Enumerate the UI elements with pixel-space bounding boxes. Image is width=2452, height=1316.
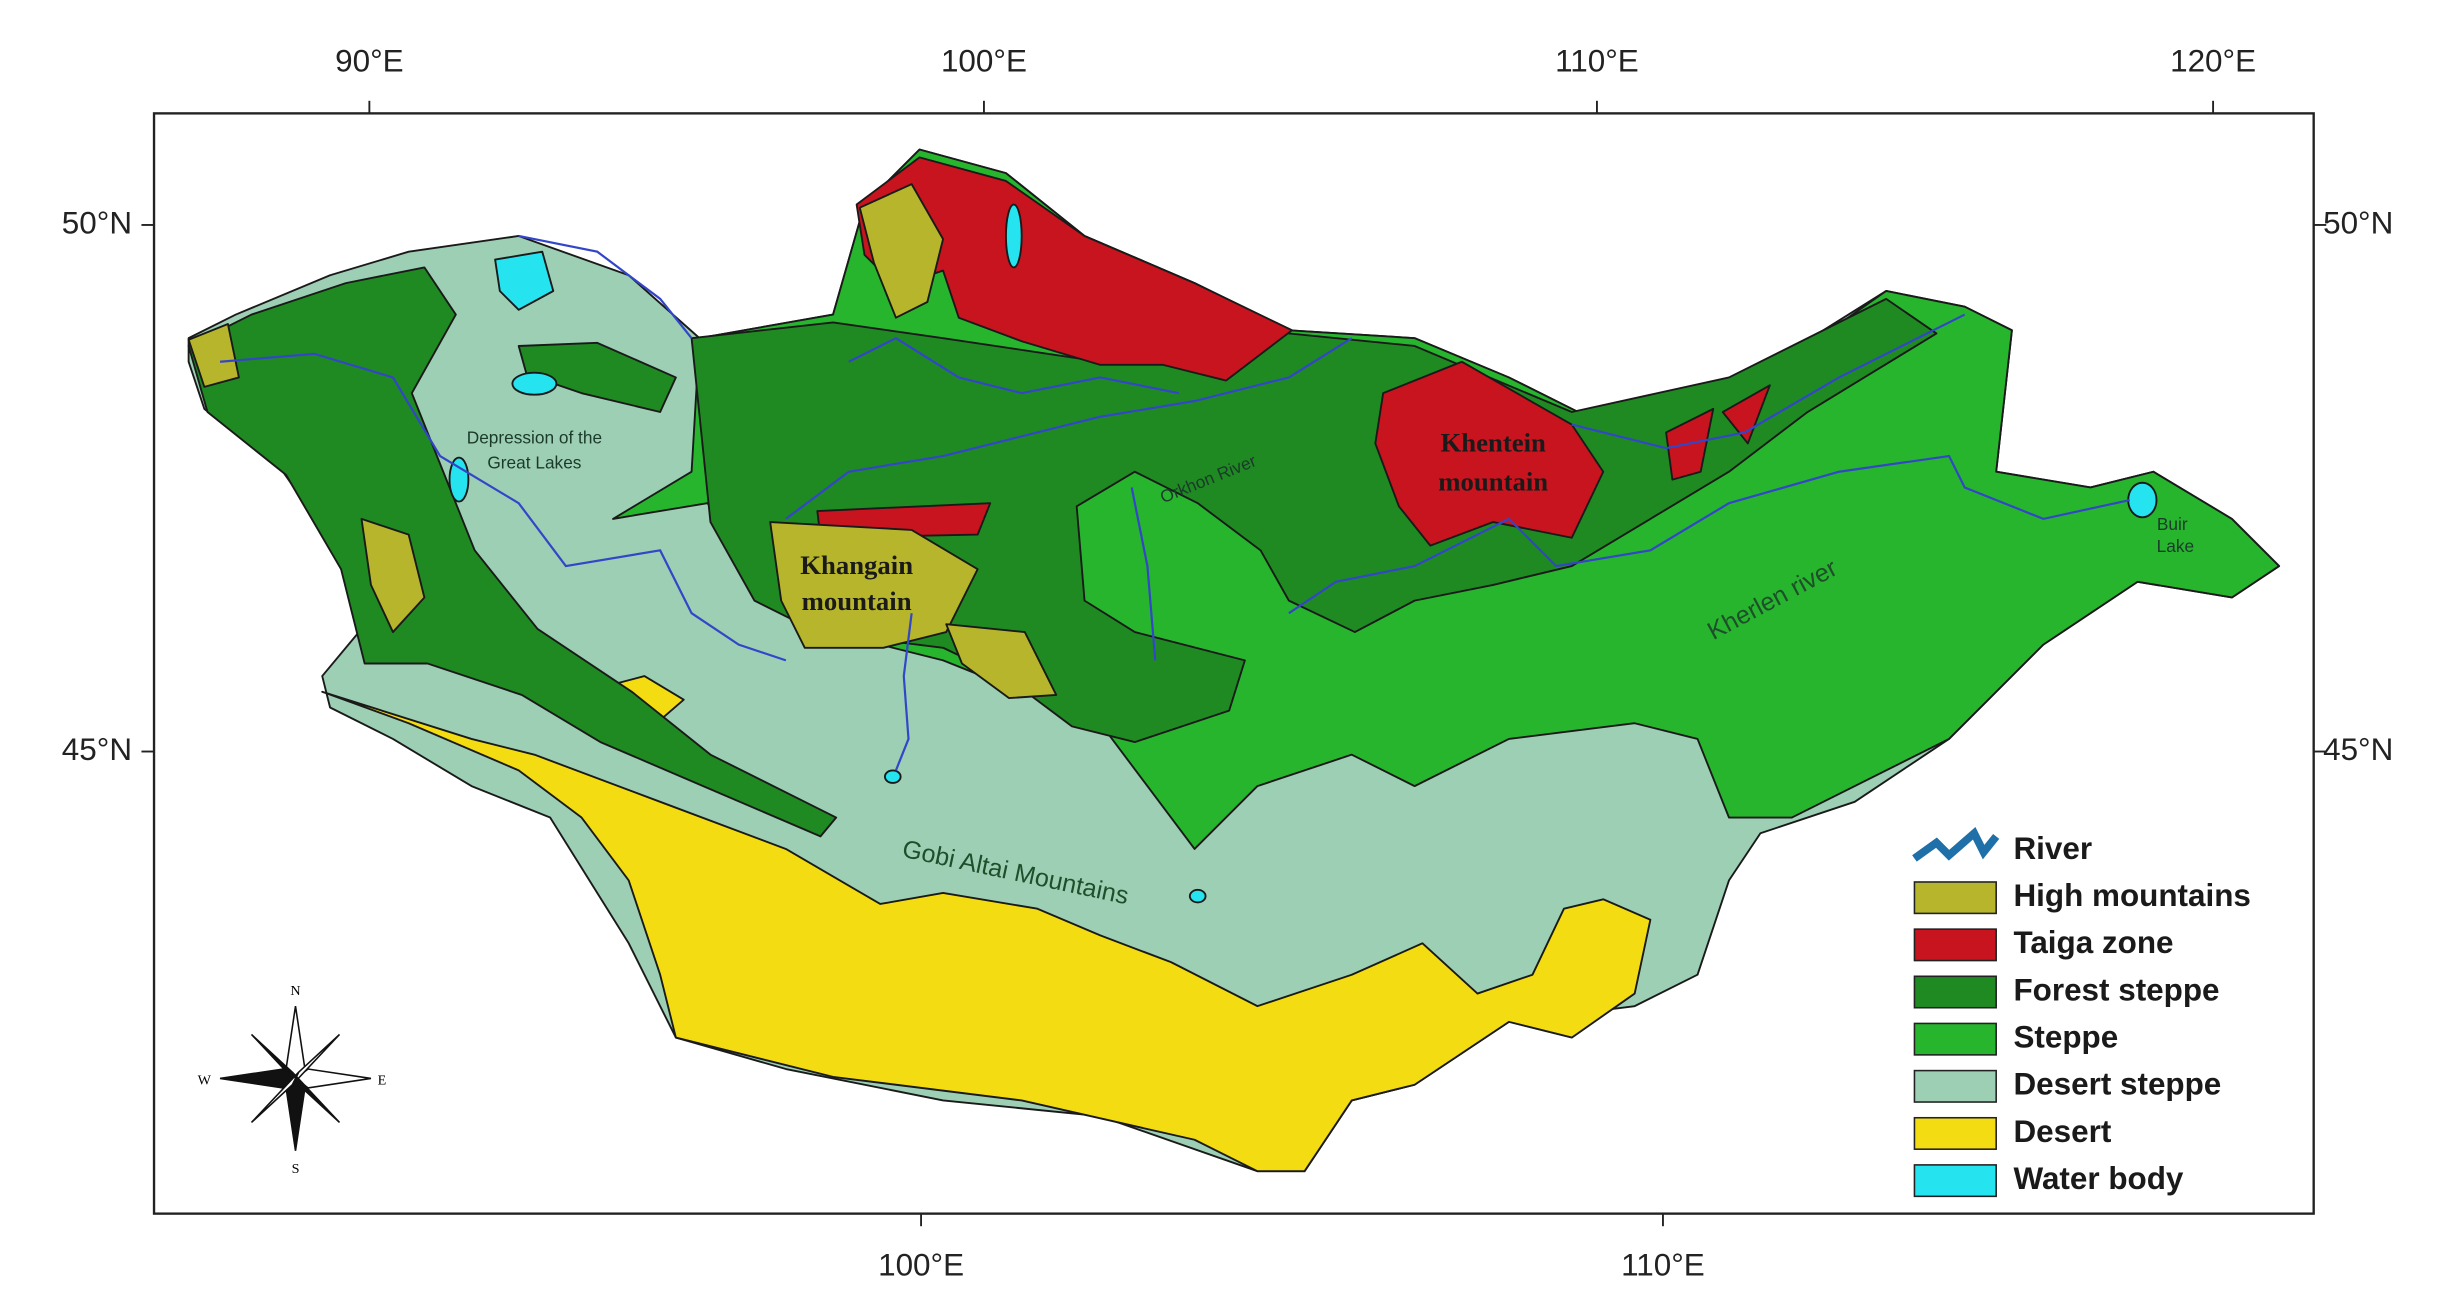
compass <box>219 1006 372 1151</box>
legend-label: Desert steppe <box>2013 1067 2221 1102</box>
tick-marks <box>141 100 2327 1227</box>
legend-label: Water body <box>2013 1161 2183 1196</box>
water-body <box>494 250 555 311</box>
compass-arm <box>291 1071 341 1124</box>
water-body <box>1188 888 1207 904</box>
river <box>1130 487 1157 661</box>
river <box>848 336 1180 395</box>
legend-label: Desert <box>2013 1114 2111 1149</box>
mountain-label: mountain <box>802 586 912 616</box>
legend-label: River <box>2013 831 2092 866</box>
axis-label: 110°E <box>1555 43 1639 78</box>
legend-label: Steppe <box>2013 1019 2118 1054</box>
legend-swatch <box>1913 1069 1997 1103</box>
legend-swatch <box>1913 1116 1997 1150</box>
river <box>518 234 693 339</box>
axis-label: 100°E <box>941 43 1027 78</box>
compass-label: W <box>198 1073 212 1089</box>
legend-swatch <box>1913 1164 1997 1198</box>
compass-label: N <box>290 983 300 999</box>
compass-label: E <box>378 1073 387 1089</box>
high-mountains-region <box>945 623 1058 700</box>
mountain-label: mountain <box>1438 467 1548 497</box>
axis-label: 50°N <box>62 205 132 240</box>
axis-label: 110°E <box>1621 1247 1705 1282</box>
legend-river-swatch <box>1912 826 2000 862</box>
zones <box>187 148 2281 1173</box>
forest-steppe-region <box>187 266 838 838</box>
compass-label: S <box>292 1161 300 1177</box>
high-mountains-region <box>858 183 945 319</box>
water-body <box>511 371 558 396</box>
axis-label: 100°E <box>878 1247 964 1282</box>
axis-label: 50°N <box>2323 205 2393 240</box>
high-mountains-region <box>187 323 240 388</box>
river <box>1571 313 1966 450</box>
water-body <box>2127 481 2158 519</box>
rivers <box>219 234 2131 771</box>
river <box>894 613 913 771</box>
water-body <box>1005 203 1023 269</box>
legend: River High mountains Taiga zone Forest ste… <box>1912 826 2251 1198</box>
river <box>785 337 1353 520</box>
axis-label: 45°N <box>2323 732 2393 767</box>
place-label: Depression of the <box>467 427 602 447</box>
place-label: Lake <box>2157 536 2194 556</box>
taiga-region <box>1721 384 1771 445</box>
water-body <box>883 769 902 784</box>
mountain-label: Khentein <box>1441 427 1547 457</box>
legend-swatch <box>1913 881 1997 915</box>
legend-swatch <box>1913 928 1997 962</box>
axis-label: 45°N <box>62 732 132 767</box>
legend-swatch <box>1913 1022 1997 1056</box>
axis-label: 120°E <box>2170 43 2256 78</box>
river <box>1288 454 2131 615</box>
place-label: Buir <box>2157 514 2188 534</box>
high-mountains-region <box>769 521 979 649</box>
desert-region <box>321 690 1652 1173</box>
axis-label: 90°E <box>335 43 403 78</box>
legend-label: Taiga zone <box>2013 925 2173 960</box>
river <box>219 352 787 662</box>
legend-label: Forest steppe <box>2013 972 2219 1007</box>
place-label: Great Lakes <box>487 453 581 473</box>
mountain-label: Khangain <box>800 550 913 580</box>
high-mountains-region <box>360 517 426 634</box>
legend-label: High mountains <box>2013 878 2250 913</box>
taiga-region <box>1374 360 1605 547</box>
legend-swatch <box>1913 975 1997 1009</box>
water-body <box>448 456 470 503</box>
